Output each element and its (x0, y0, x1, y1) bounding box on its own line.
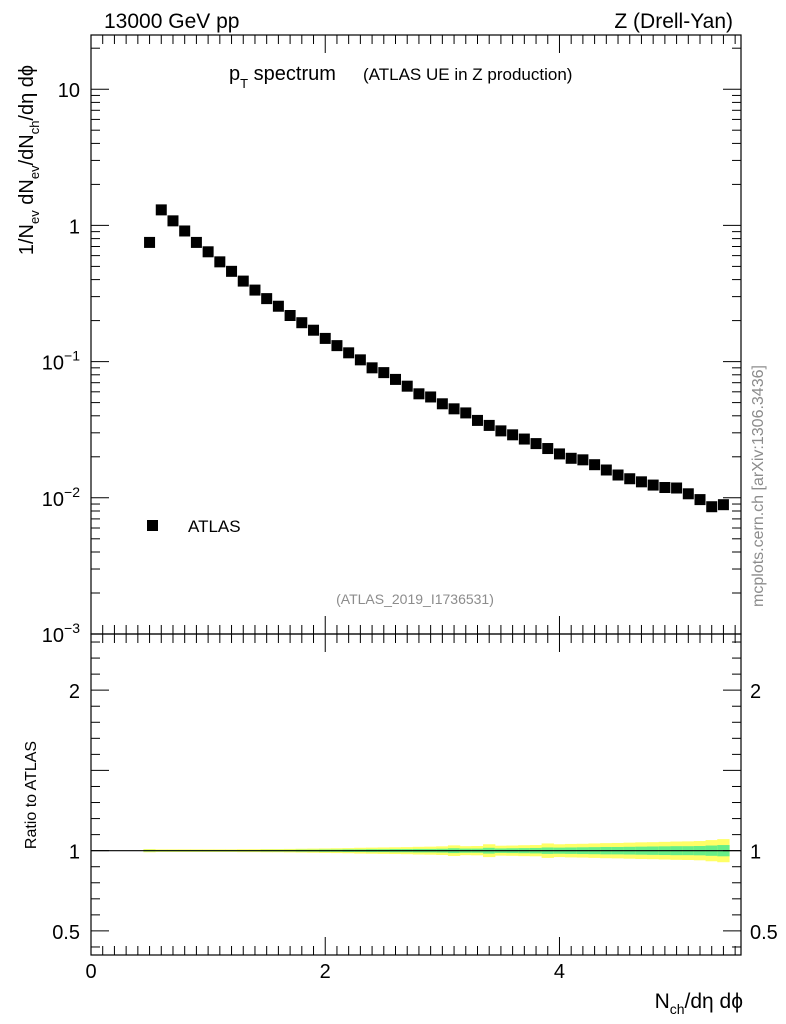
ratio-y-tick-label: 1 (69, 842, 80, 864)
data-point (460, 407, 472, 419)
main-y-tick-label: 1 (69, 216, 80, 238)
ratio-y-axis-label: Ratio to ATLAS (23, 741, 40, 849)
data-point (343, 347, 355, 359)
data-point (179, 225, 191, 237)
legend-marker (147, 520, 158, 531)
data-point (483, 419, 495, 431)
data-point (390, 373, 402, 385)
data-point (237, 275, 249, 287)
analysis-watermark: (ATLAS_2019_I1736531) (336, 591, 494, 607)
header-right: Z (Drell-Yan) (614, 10, 733, 33)
data-point (507, 429, 519, 441)
main-plot-frame (90, 34, 742, 635)
data-point (272, 300, 284, 312)
data-point (647, 479, 659, 491)
plot-title: pT spectrum (229, 63, 336, 91)
data-point (612, 469, 624, 481)
x-tick-label: 2 (320, 961, 331, 983)
ratio-y-tick-label: 2 (69, 681, 80, 703)
data-point (155, 204, 167, 216)
ratio-plot-frame (90, 633, 742, 956)
data-point (413, 388, 425, 400)
data-point (214, 256, 226, 268)
data-point (425, 391, 437, 403)
main-y-tick-label: 10−2 (42, 484, 80, 511)
data-point (202, 246, 214, 258)
data-point (167, 215, 179, 227)
mcplots-side-label: mcplots.cern.ch [arXiv:1306.3436] (750, 365, 767, 607)
data-point (682, 488, 694, 500)
main-y-axis-label: 1/Nev dNev/dNch/dη dϕ (16, 65, 42, 255)
data-point (553, 448, 565, 460)
data-point (378, 367, 390, 379)
data-point (659, 482, 671, 494)
header-left: 13000 GeV pp (104, 10, 239, 33)
plot-title-note: (ATLAS UE in Z production) (363, 65, 572, 84)
data-point (448, 403, 460, 415)
data-point (284, 310, 296, 322)
data-point (249, 284, 261, 296)
x-axis-label: Nch/dη dϕ (655, 990, 743, 1017)
data-point (308, 324, 320, 336)
ratio-y-tick-label-right: 1 (750, 842, 761, 864)
main-y-tick-label: 10−3 (42, 620, 80, 647)
main-y-tick-label: 10−1 (42, 348, 80, 375)
data-point (354, 354, 366, 366)
legend-label: ATLAS (188, 517, 241, 536)
data-point (542, 443, 554, 455)
data-point (144, 236, 156, 248)
data-point (694, 494, 706, 506)
data-point (589, 459, 601, 471)
x-tick-label: 4 (554, 961, 565, 983)
data-point (190, 236, 202, 248)
data-point (226, 265, 238, 277)
ratio-y-tick-label-right: 2 (750, 681, 761, 703)
data-point (635, 476, 647, 488)
data-point (717, 499, 729, 511)
main-y-tick-label: 10 (58, 80, 80, 102)
data-point (331, 340, 343, 352)
ratio-y-tick-label: 0.5 (52, 922, 80, 944)
data-point (495, 425, 507, 437)
data-point (671, 482, 683, 494)
data-point (401, 380, 413, 392)
data-point (296, 317, 308, 329)
ratio-y-tick-label-right: 0.5 (750, 922, 778, 944)
data-point (471, 414, 483, 426)
data-point (436, 398, 448, 410)
data-point (577, 454, 589, 466)
data-point (319, 332, 331, 344)
data-point (366, 362, 378, 374)
data-point (706, 501, 718, 513)
data-point (565, 452, 577, 464)
data-point (624, 473, 636, 485)
x-tick-label: 0 (85, 961, 96, 983)
data-point (518, 433, 530, 445)
data-point (261, 293, 273, 305)
data-point (530, 438, 542, 450)
data-point (600, 464, 612, 476)
